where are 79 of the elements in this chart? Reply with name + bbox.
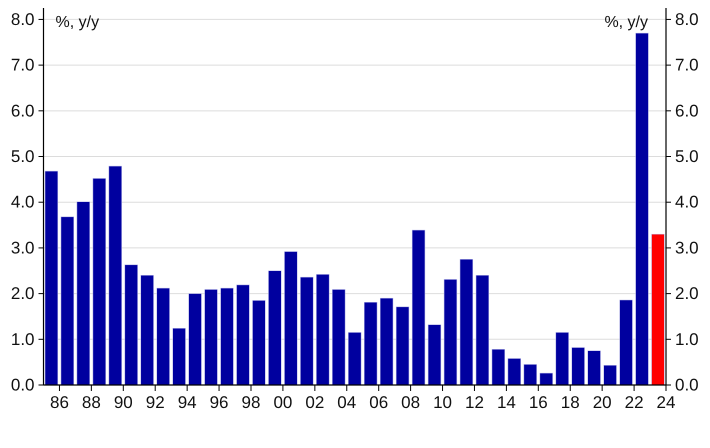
bar (603, 365, 617, 386)
y-tick-label: 8.0 (10, 10, 34, 29)
y2-tick-label: 1.0 (675, 330, 699, 349)
bar (635, 32, 649, 386)
x-tick-label: 86 (50, 393, 69, 412)
y-axis-title: %, y/y (56, 14, 100, 31)
bar (284, 251, 298, 386)
bar (460, 259, 474, 386)
x-tick-label: 94 (178, 393, 197, 412)
bar (492, 349, 505, 386)
x-tick-label: 02 (305, 393, 324, 412)
x-tick-label: 04 (337, 393, 356, 412)
bar (619, 300, 633, 386)
bar (108, 166, 122, 386)
bar (220, 288, 234, 386)
y-tick-label: 1.0 (10, 330, 34, 349)
bar (172, 328, 186, 386)
x-tick-label: 90 (114, 393, 133, 412)
y-tick-label: 3.0 (10, 238, 34, 258)
y2-axis-title: %, y/y (604, 14, 648, 31)
bar (300, 276, 314, 386)
bar (508, 358, 521, 386)
bar (572, 347, 585, 386)
y-tick-label: 7.0 (10, 56, 34, 75)
x-tick-label: 14 (496, 393, 516, 412)
bar (268, 270, 282, 386)
y-tick-label: 0.0 (10, 375, 34, 394)
bar (156, 288, 170, 386)
x-tick-label: 08 (401, 393, 420, 412)
y-tick-label: 6.0 (10, 101, 34, 120)
y2-tick-label: 8.0 (675, 10, 699, 29)
x-tick-label: 92 (146, 393, 165, 412)
bar (444, 279, 458, 386)
bar (587, 350, 601, 386)
bar (252, 300, 266, 386)
bar (60, 216, 74, 386)
bar (412, 230, 426, 386)
bar (92, 178, 106, 386)
x-tick-label: 96 (210, 393, 229, 412)
bar (428, 324, 442, 386)
bar (204, 289, 218, 386)
x-tick-label: 18 (560, 393, 580, 412)
x-tick-label: 12 (464, 393, 484, 412)
y-tick-label: 4.0 (10, 192, 34, 212)
bar (188, 293, 202, 386)
bar (524, 364, 537, 386)
y-tick-label: 5.0 (10, 146, 34, 166)
bar (396, 306, 410, 386)
x-tick-label: 16 (528, 393, 548, 412)
y2-tick-label: 6.0 (675, 101, 699, 120)
bar (332, 289, 346, 386)
bar (476, 275, 490, 386)
bar (236, 284, 250, 386)
y2-tick-label: 2.0 (675, 284, 699, 304)
y2-tick-label: 3.0 (675, 238, 699, 258)
y-tick-label: 2.0 (10, 284, 34, 304)
bar (651, 234, 665, 386)
bar (44, 170, 58, 386)
bar (380, 298, 394, 386)
bar (556, 332, 569, 386)
bar (140, 275, 154, 386)
y2-tick-label: 5.0 (675, 146, 699, 166)
x-tick-label: 00 (273, 393, 292, 412)
bar (540, 372, 553, 386)
x-tick-label: 98 (242, 393, 260, 412)
bar (124, 264, 138, 386)
x-tick-label: 24 (656, 393, 676, 412)
y2-tick-label: 7.0 (675, 56, 699, 75)
x-tick-label: 88 (82, 393, 101, 412)
bar (316, 274, 330, 386)
x-tick-label: 06 (369, 393, 388, 412)
bar (76, 202, 90, 386)
bar (364, 302, 378, 386)
y2-tick-label: 0.0 (675, 375, 699, 394)
bar (348, 332, 362, 386)
y2-tick-label: 4.0 (675, 192, 699, 212)
x-tick-label: 20 (592, 393, 612, 412)
x-tick-label: 10 (433, 393, 452, 412)
x-tick-label: 22 (624, 393, 644, 412)
